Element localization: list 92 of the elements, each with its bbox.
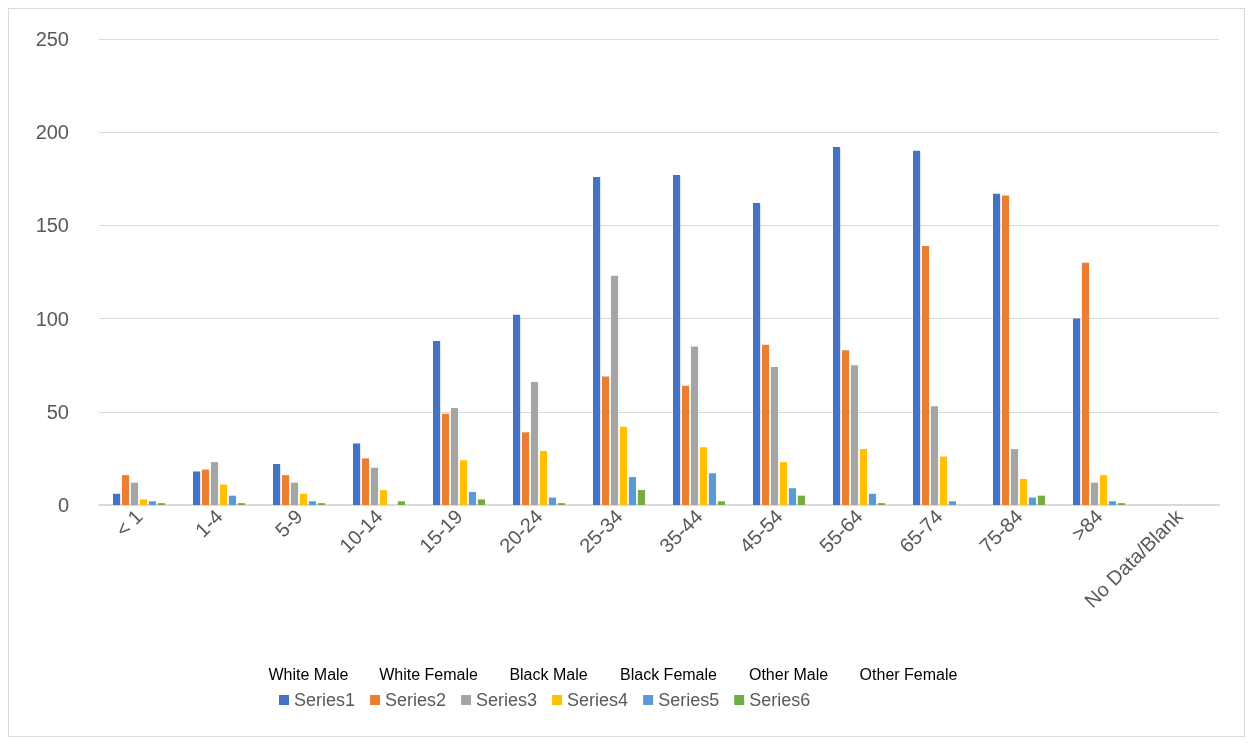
bar — [1090, 482, 1099, 505]
bar — [681, 385, 690, 505]
bar — [637, 490, 645, 505]
x-tick-label: 1-4 — [190, 505, 227, 542]
bar — [530, 381, 539, 505]
bar — [290, 482, 299, 505]
bar — [850, 365, 859, 505]
bar — [788, 488, 797, 505]
bar — [690, 346, 699, 505]
bar — [139, 499, 148, 505]
bar — [148, 501, 157, 505]
bar — [539, 450, 548, 505]
bar — [433, 340, 441, 505]
bar — [228, 495, 237, 505]
bar — [513, 314, 521, 505]
bar — [1028, 497, 1037, 505]
bar — [450, 408, 459, 505]
bar — [281, 475, 290, 505]
bar — [833, 147, 841, 505]
bar — [868, 493, 877, 505]
bar — [708, 473, 717, 505]
text: White Male — [268, 665, 349, 683]
bar — [1019, 478, 1028, 505]
y-tick-label: 100 — [35, 307, 69, 330]
bar — [548, 497, 557, 505]
bar — [717, 501, 725, 505]
text: Black Female — [620, 665, 718, 683]
bar — [1073, 318, 1081, 505]
bar — [770, 367, 779, 505]
bar — [913, 150, 921, 505]
text: Other Male — [748, 665, 829, 683]
bar — [219, 484, 228, 505]
bar — [1108, 501, 1117, 505]
bar — [753, 203, 761, 505]
bar — [477, 499, 485, 505]
y-tick-label: 200 — [35, 121, 69, 144]
bar — [468, 491, 477, 505]
bar — [593, 176, 601, 505]
bar — [113, 493, 121, 505]
bar — [619, 426, 628, 505]
bar — [193, 471, 201, 505]
bar — [673, 175, 681, 505]
bar — [779, 462, 788, 505]
bar — [948, 501, 957, 505]
x-tick-label: < 1 — [111, 505, 147, 541]
bar — [1010, 449, 1019, 505]
bar — [841, 350, 850, 505]
bar — [1099, 475, 1108, 505]
bar — [1037, 495, 1045, 505]
bar — [930, 406, 939, 505]
bar — [610, 275, 619, 505]
bar — [859, 449, 868, 505]
bar — [939, 456, 948, 505]
bar — [121, 475, 130, 505]
legend-label: Series1 — [294, 690, 356, 710]
bar — [441, 413, 450, 505]
bar — [210, 462, 219, 505]
bar — [361, 458, 370, 505]
y-tick-label: 0 — [57, 494, 69, 516]
bar — [201, 469, 210, 505]
bar — [299, 493, 308, 505]
legend-label: Series5 — [658, 690, 720, 710]
bar — [921, 245, 930, 505]
legend-label: Series3 — [476, 690, 538, 710]
bar — [993, 193, 1001, 505]
y-tick-label: 50 — [46, 400, 69, 423]
bar — [521, 432, 530, 505]
bar — [699, 447, 708, 505]
bar — [1001, 195, 1010, 505]
text: White Female — [379, 665, 478, 683]
legend-label: Series2 — [385, 690, 447, 710]
bar — [601, 376, 610, 505]
bar — [459, 460, 468, 505]
bar — [130, 482, 139, 505]
text: Other Female — [859, 665, 958, 683]
text: Black Male — [509, 665, 588, 683]
bar — [370, 467, 379, 505]
x-tick-label: >84 — [1067, 505, 1107, 545]
bar — [761, 344, 770, 505]
legend-label: Series4 — [567, 690, 629, 710]
bar — [308, 501, 317, 505]
bar — [1081, 262, 1090, 505]
bar — [397, 501, 405, 505]
legend-label: Series6 — [749, 690, 811, 710]
bar — [628, 477, 637, 505]
y-tick-label: 150 — [35, 214, 69, 237]
x-tick-label: 5-9 — [270, 505, 307, 542]
bar — [797, 495, 805, 505]
bar — [273, 463, 281, 505]
y-tick-label: 250 — [35, 28, 69, 50]
bar — [379, 490, 388, 505]
bar — [353, 443, 361, 505]
